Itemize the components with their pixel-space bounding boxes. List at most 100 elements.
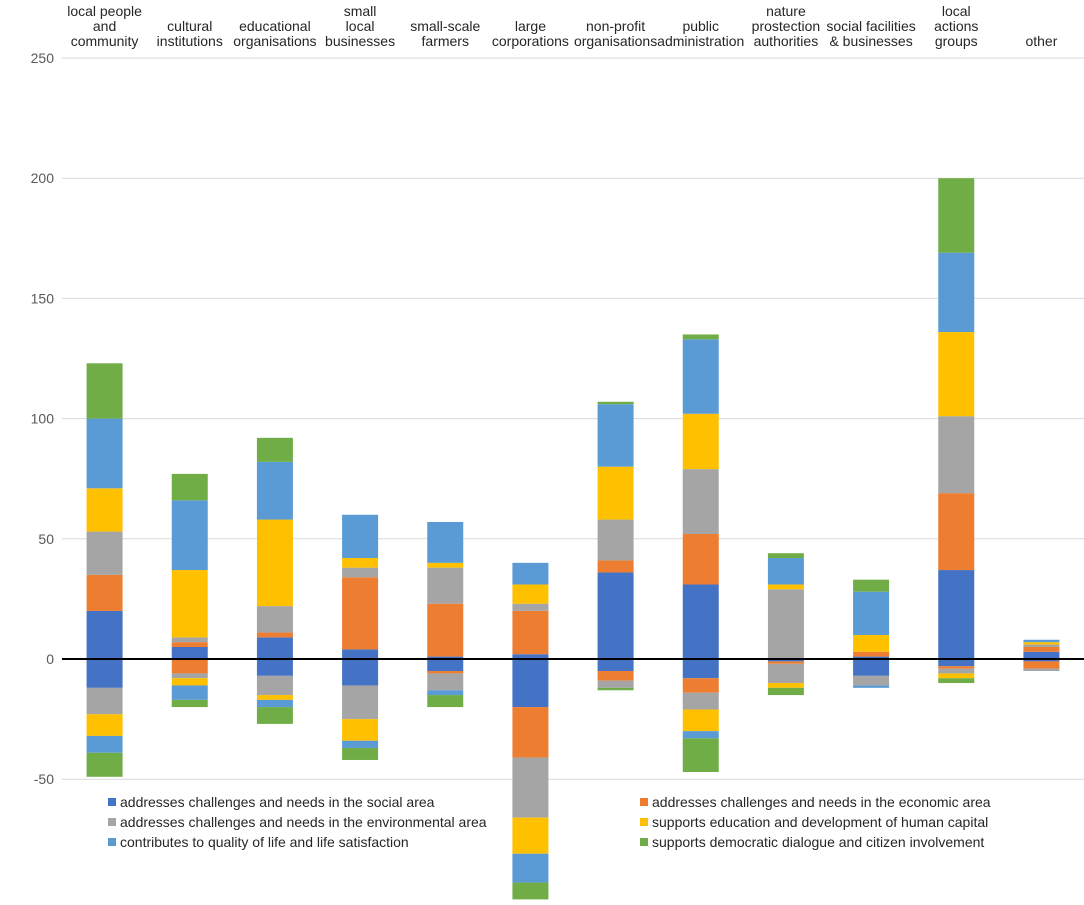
bar-segment [512,654,549,659]
bar-segment [427,603,464,657]
bar-segment [1023,639,1060,643]
category-label: non-profit [586,18,645,34]
legend-label: addresses challenges and needs in the en… [120,814,487,830]
legend-swatch [640,838,648,846]
bar-segment [171,642,208,647]
category-label: prostection [752,18,820,34]
y-tick-label: 150 [31,290,55,306]
category-label: institutions [157,33,223,49]
legend-swatch [108,838,116,846]
bar-segment-negative [682,659,719,679]
bar-segment [342,558,379,568]
category-label: businesses [325,33,395,49]
bar-segment [427,562,464,568]
bar-segment [853,656,890,659]
bar-segment-negative [767,687,804,696]
bar-segment [767,558,804,585]
bar-segment [597,560,634,573]
bar-segment [86,531,123,575]
bar-segment [171,500,208,571]
category-label: organisations [574,33,657,49]
bar-segment [256,461,293,520]
bar-segment-negative [512,817,549,854]
bar-segment [853,591,890,635]
bar-segment-negative [512,757,549,818]
category-label: administration [657,33,744,49]
category-label: organisations [233,33,316,49]
bar-segment-negative [427,673,464,691]
bar-segment [682,339,719,414]
category-label: & businesses [829,33,912,49]
bar-segment [512,584,549,604]
bars [86,178,1060,900]
bar-segment [86,610,123,659]
bar-segment [597,466,634,520]
bar-segment [597,404,634,467]
bar-segment [597,401,634,405]
bar-segment [342,649,379,659]
bar-segment-negative [342,719,379,741]
bar-segment [938,493,975,571]
bar-segment [342,567,379,578]
bar-segment-negative [938,673,975,679]
bar-segment [938,416,975,494]
legend: addresses challenges and needs in the so… [108,794,991,850]
bar-segment-negative [682,709,719,732]
bar-segment-negative [938,668,975,674]
gridlines [62,57,1084,780]
bar-segment [938,570,975,659]
bar-segment-negative [767,659,804,662]
bar-segment-negative [256,675,293,696]
bar-segment [256,637,293,659]
bar-segment [342,514,379,559]
bar-segment-negative [86,735,123,753]
category-label: groups [935,33,978,49]
bar-segment [427,656,464,659]
bar-segment [1023,651,1060,659]
category-label: authorities [754,33,819,49]
bar-segment [512,562,549,585]
category-label: public [682,18,719,34]
y-tick-label: 50 [38,531,54,547]
category-label: local [346,18,375,34]
bar-segment-negative [597,659,634,672]
bar-segment [767,589,804,659]
bar-segment [171,473,208,501]
category-label: small [344,3,377,19]
bar-segment-negative [427,695,464,708]
bar-segment [86,363,123,419]
category-label: large [515,18,546,34]
bar-segment [938,332,975,417]
category-label: social facilities [826,18,915,34]
y-axis-tick-labels: 250 200 150 100 50 0 -50 [31,50,55,787]
legend-swatch [108,818,116,826]
bar-segment [682,533,719,585]
bar-segment [512,603,549,611]
legend-label: supports democratic dialogue and citizen… [652,834,984,850]
bar-segment-negative [853,659,890,676]
bar-segment-negative [427,690,464,696]
bar-segment-negative [938,666,975,669]
bar-segment-negative [342,740,379,748]
bar-segment-negative [342,747,379,760]
category-label: local [942,3,971,19]
bar-segment-negative [682,678,719,693]
bar-segment [1023,646,1060,652]
bar-segment [853,634,890,652]
bar-segment [1023,644,1060,647]
bar-segment [512,610,549,655]
bar-segment-negative [1023,668,1060,672]
category-label: actions [934,18,978,34]
bar-segment [256,519,293,607]
category-label: small-scale [410,18,480,34]
bar-segment [682,584,719,659]
bar-segment-negative [512,853,549,883]
y-tick-label: 250 [31,50,55,66]
bar-segment-negative [427,671,464,674]
bar-segment-negative [171,678,208,686]
bar-segment [427,521,464,563]
bar-segment-negative [171,673,208,679]
bar-segment-negative [86,687,123,715]
bar-segment [938,252,975,333]
